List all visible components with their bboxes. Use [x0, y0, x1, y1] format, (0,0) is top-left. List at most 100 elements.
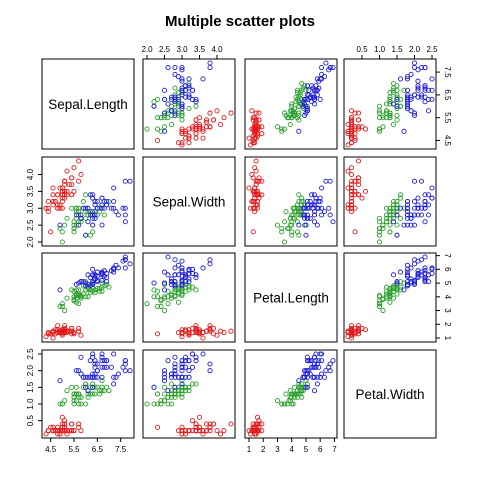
data-point — [404, 279, 411, 285]
tick-label: 7 — [443, 253, 452, 258]
data-point — [59, 205, 65, 211]
data-point — [352, 110, 358, 116]
data-point — [179, 279, 185, 285]
data-point — [182, 384, 189, 390]
data-point — [59, 421, 65, 427]
data-point — [362, 188, 369, 194]
data-point — [62, 323, 68, 329]
data-point — [122, 358, 128, 364]
data-point — [348, 119, 355, 125]
data-point — [168, 96, 175, 102]
data-point — [144, 301, 150, 307]
data-point — [151, 280, 157, 286]
data-point — [80, 198, 86, 205]
data-point — [355, 182, 362, 188]
data-point — [313, 83, 319, 89]
data-point — [161, 287, 168, 293]
data-point — [352, 188, 358, 194]
data-point — [90, 371, 96, 377]
data-point — [179, 378, 185, 384]
data-point — [415, 272, 421, 278]
data-point — [359, 195, 365, 201]
data-point — [394, 232, 400, 238]
data-point — [99, 284, 105, 290]
data-point — [83, 374, 89, 380]
data-point — [179, 92, 185, 98]
data-point — [352, 178, 358, 184]
data-point — [193, 424, 199, 430]
data-point — [45, 198, 51, 205]
data-point — [296, 381, 302, 387]
tick-label: 1 — [247, 445, 252, 454]
panel-frame — [41, 156, 135, 247]
data-point — [175, 99, 182, 105]
data-point — [254, 188, 261, 194]
data-point — [408, 94, 414, 100]
data-point — [154, 391, 161, 397]
data-point — [345, 121, 351, 128]
data-point — [94, 277, 100, 283]
data-point — [172, 368, 178, 374]
data-point — [418, 94, 425, 100]
data-point — [425, 96, 432, 102]
data-point — [387, 215, 393, 221]
data-point — [200, 128, 206, 134]
data-point — [182, 358, 189, 364]
data-point — [186, 384, 192, 390]
data-point — [111, 381, 117, 387]
data-point — [323, 178, 329, 184]
data-point — [59, 401, 65, 407]
data-point — [200, 428, 206, 434]
data-point — [203, 421, 210, 427]
data-point — [59, 428, 65, 434]
data-point — [193, 131, 199, 137]
data-point — [299, 87, 305, 93]
data-point — [59, 239, 65, 245]
data-point — [175, 384, 182, 390]
data-point — [352, 137, 358, 143]
data-point — [154, 294, 161, 300]
data-point — [59, 195, 65, 201]
data-point — [104, 279, 110, 285]
data-point — [348, 205, 355, 211]
data-point — [158, 398, 164, 404]
data-point — [76, 212, 82, 218]
data-point — [422, 265, 428, 271]
data-point — [172, 279, 178, 285]
data-point — [282, 401, 288, 407]
data-point — [87, 391, 93, 397]
data-point — [186, 126, 192, 132]
data-point — [289, 222, 295, 228]
data-point — [207, 323, 213, 329]
data-point — [352, 124, 358, 130]
data-point — [165, 65, 171, 71]
data-point — [345, 202, 351, 208]
data-point — [394, 198, 400, 205]
variable-label: Sepal.Length — [48, 97, 128, 112]
panel-frame — [41, 252, 135, 343]
data-point — [314, 381, 320, 387]
data-point — [299, 80, 305, 87]
data-point — [304, 83, 310, 89]
data-point — [319, 71, 325, 77]
tick-label: 3.5 — [26, 185, 35, 197]
data-point — [90, 266, 96, 272]
data-point — [92, 364, 98, 370]
data-point — [144, 401, 150, 407]
data-point — [158, 128, 164, 134]
data-point — [390, 272, 397, 278]
data-point — [418, 65, 425, 71]
data-point — [254, 414, 261, 420]
data-point — [161, 124, 168, 130]
data-point — [186, 135, 192, 141]
data-point — [189, 124, 196, 130]
data-point — [55, 202, 61, 208]
data-point — [175, 388, 182, 394]
tick-label: 6 — [443, 267, 452, 272]
data-point — [99, 270, 105, 277]
data-point — [83, 209, 89, 215]
data-point — [161, 391, 168, 397]
data-point — [43, 431, 49, 437]
data-point — [282, 126, 288, 132]
data-point — [182, 431, 189, 437]
